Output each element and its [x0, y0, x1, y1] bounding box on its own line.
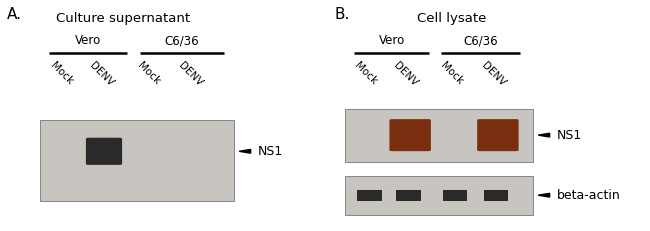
- Bar: [40, 120, 234, 201]
- Bar: [344, 109, 533, 162]
- Text: Vero: Vero: [75, 34, 101, 47]
- Text: Vero: Vero: [378, 34, 405, 47]
- Text: Mock: Mock: [48, 60, 75, 86]
- FancyBboxPatch shape: [477, 119, 519, 151]
- FancyBboxPatch shape: [389, 119, 431, 151]
- Text: DENV: DENV: [87, 60, 115, 88]
- Bar: [443, 190, 467, 201]
- Text: Mock: Mock: [438, 60, 465, 86]
- Text: NS1: NS1: [257, 145, 283, 158]
- Text: beta-actin: beta-actin: [556, 189, 620, 202]
- Bar: [484, 190, 508, 201]
- FancyBboxPatch shape: [86, 138, 122, 165]
- Text: Mock: Mock: [352, 60, 379, 86]
- Polygon shape: [538, 193, 550, 197]
- Bar: [357, 190, 382, 201]
- Text: Mock: Mock: [136, 60, 162, 86]
- Text: NS1: NS1: [556, 129, 582, 142]
- Bar: [396, 190, 421, 201]
- Text: DENV: DENV: [176, 60, 204, 88]
- Text: A.: A.: [6, 7, 21, 22]
- Polygon shape: [538, 133, 550, 137]
- Bar: [344, 176, 533, 215]
- Text: DENV: DENV: [391, 60, 419, 88]
- Text: DENV: DENV: [479, 60, 507, 88]
- Text: C6/36: C6/36: [463, 34, 498, 47]
- Polygon shape: [239, 149, 251, 153]
- Text: Cell lysate: Cell lysate: [417, 12, 486, 24]
- Text: C6/36: C6/36: [164, 34, 200, 47]
- Text: B.: B.: [335, 7, 350, 22]
- Text: Culture supernatant: Culture supernatant: [57, 12, 190, 24]
